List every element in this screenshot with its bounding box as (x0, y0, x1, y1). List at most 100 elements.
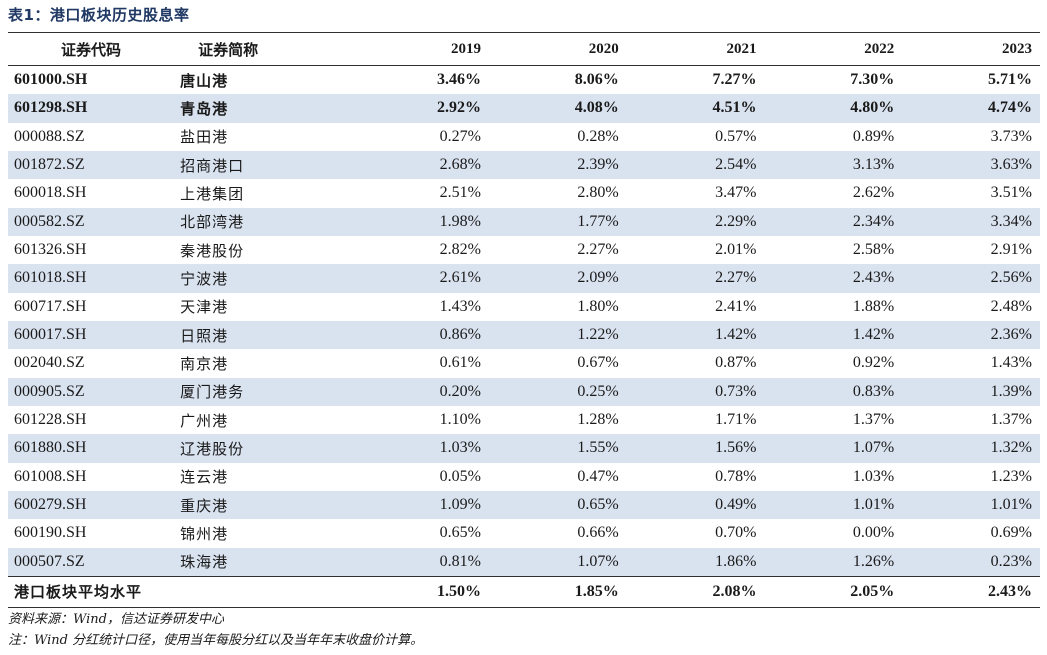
yield-value: 4.80% (764, 94, 903, 123)
yield-value: 1.71% (715, 411, 757, 429)
yield-value: 1.42% (764, 320, 903, 350)
yield-value: 1.88% (852, 297, 895, 315)
header-row: 证券代码 证券简称 2019 2020 2021 2022 2023 (8, 32, 1040, 66)
header-name: 证券简称 (174, 32, 352, 66)
yield-value: 0.66% (577, 524, 619, 542)
yield-value: 0.23% (902, 547, 1040, 577)
security-code: 000905.SZ (8, 377, 175, 406)
yield-value: 2.91% (990, 241, 1032, 259)
yield-value: 0.89% (852, 127, 895, 145)
security-code: 000088.SZ (14, 127, 85, 145)
yield-value: 0.61% (439, 354, 481, 372)
average-row: 港口板块平均水平 1.50% 1.85% 2.08% 2.05% 2.43% (8, 575, 1040, 608)
yield-value: 4.74% (902, 94, 1040, 123)
table-row: 600017.SH 日照港 0.86% 1.22% 1.42% 1.42% 2.36% (8, 320, 1040, 350)
table-title: 表1：港口板块历史股息率 (8, 6, 190, 24)
yield-value: 2.80% (577, 184, 619, 202)
average-label: 港口板块平均水平 (8, 575, 352, 608)
yield-value: 5.71% (902, 65, 1040, 95)
yield-value: 4.08% (489, 94, 627, 123)
yield-value: 2.36% (902, 320, 1040, 350)
security-name: 上港集团 (180, 184, 245, 203)
security-code: 601000.SH (8, 65, 175, 95)
yield-value: 1.42% (626, 320, 765, 350)
average-value: 2.08% (626, 575, 765, 608)
yield-value: 0.65% (489, 490, 627, 520)
security-name: 宁波港 (174, 264, 352, 293)
security-name: 重庆港 (174, 490, 352, 520)
yield-value: 1.03% (852, 467, 895, 485)
yield-value: 1.56% (626, 434, 765, 463)
header-year: 2021 (626, 32, 765, 66)
yield-value: 0.20% (351, 377, 489, 406)
security-code: 601008.SH (14, 467, 87, 485)
yield-value: 1.77% (489, 207, 627, 236)
yield-value: 0.00% (852, 524, 895, 542)
yield-value: 1.80% (577, 297, 619, 315)
table-row: 601326.SH 秦港股份 2.82% 2.27% 2.01% 2.58% 2.91% (8, 236, 1040, 264)
yield-value: 1.43% (439, 297, 481, 315)
yield-value: 2.29% (626, 207, 765, 236)
footnotes: 资料来源：Wind，信达证券研发中心 注：Wind 分红统计口径，使用当年每股分… (8, 609, 423, 651)
security-name: 盐田港 (180, 128, 229, 147)
security-name: 唐山港 (174, 65, 352, 95)
table-row: 600279.SH 重庆港 1.09% 0.65% 0.49% 1.01% 1.01% (8, 490, 1040, 520)
yield-value: 2.54% (626, 150, 765, 180)
yield-value: 1.98% (351, 207, 489, 236)
yield-value: 0.49% (626, 490, 765, 520)
yield-value: 0.78% (715, 467, 757, 485)
security-name: 连云港 (180, 468, 229, 487)
yield-value: 1.07% (764, 434, 903, 463)
security-name: 天津港 (180, 298, 229, 317)
table-row: 001872.SZ 招商港口 2.68% 2.39% 2.54% 3.13% 3.63% (8, 150, 1040, 180)
yield-value: 1.23% (990, 467, 1032, 485)
yield-value: 8.06% (489, 65, 627, 95)
header-year: 2020 (489, 32, 627, 66)
yield-value: 0.25% (489, 377, 627, 406)
table-row: 601018.SH 宁波港 2.61% 2.09% 2.27% 2.43% 2.56% (8, 264, 1040, 293)
table-row: 601228.SH 广州港 1.10% 1.28% 1.71% 1.37% 1.37% (8, 406, 1040, 434)
security-code: 600717.SH (14, 297, 87, 315)
method-note: 注：Wind 分红统计口径，使用当年每股分红以及当年年末收盘价计算。 (8, 633, 424, 648)
table-row: 002040.SZ 南京港 0.61% 0.67% 0.87% 0.92% 1.43% (8, 349, 1040, 377)
yield-value: 1.09% (351, 490, 489, 520)
table-row: 000507.SZ 珠海港 0.81% 1.07% 1.86% 1.26% 0.23% (8, 547, 1040, 577)
yield-value: 2.01% (715, 241, 757, 259)
yield-value: 3.73% (990, 127, 1032, 145)
yield-value: 0.70% (715, 524, 757, 542)
yield-value: 0.67% (577, 354, 619, 372)
security-name: 广州港 (180, 411, 229, 430)
yield-value: 0.92% (852, 354, 895, 372)
table-body: 601000.SH 唐山港 3.46% 8.06% 7.27% 7.30% 5.71% 601… (8, 65, 1040, 577)
security-name: 珠海港 (174, 547, 352, 577)
table-row: 601298.SH 青岛港 2.92% 4.08% 4.51% 4.80% 4.74% (8, 94, 1040, 123)
table-row: 000582.SZ 北部湾港 1.98% 1.77% 2.29% 2.34% 3.34% (8, 207, 1040, 236)
table-row: 601000.SH 唐山港 3.46% 8.06% 7.27% 7.30% 5.71% (8, 65, 1040, 95)
table-row: 600018.SH 上港集团 2.51% 2.80% 3.47% 2.62% 3.51% (8, 179, 1040, 207)
yield-value: 1.01% (764, 490, 903, 520)
yield-value: 1.07% (489, 547, 627, 577)
security-code: 601018.SH (8, 264, 175, 293)
yield-value: 2.27% (577, 241, 619, 259)
yield-value: 3.63% (902, 150, 1040, 180)
average-value: 2.05% (764, 575, 903, 608)
yield-value: 4.51% (626, 94, 765, 123)
yield-value: 1.86% (626, 547, 765, 577)
yield-value: 1.37% (852, 411, 895, 429)
yield-value: 2.82% (439, 241, 481, 259)
security-code: 000507.SZ (8, 547, 175, 577)
yield-value: 0.81% (351, 547, 489, 577)
yield-value: 2.68% (351, 150, 489, 180)
yield-value: 1.22% (489, 320, 627, 350)
yield-value: 2.43% (764, 264, 903, 293)
yield-value: 2.48% (990, 297, 1032, 315)
yield-value: 0.86% (351, 320, 489, 350)
table-row: 601008.SH 连云港 0.05% 0.47% 0.78% 1.03% 1.23% (8, 463, 1040, 491)
yield-value: 1.26% (764, 547, 903, 577)
yield-value: 0.27% (439, 127, 481, 145)
yield-value: 2.62% (852, 184, 895, 202)
security-code: 601880.SH (8, 434, 175, 463)
yield-value: 0.65% (439, 524, 481, 542)
table-row: 000088.SZ 盐田港 0.27% 0.28% 0.57% 0.89% 3.73% (8, 123, 1040, 151)
average-value: 2.43% (902, 575, 1040, 608)
